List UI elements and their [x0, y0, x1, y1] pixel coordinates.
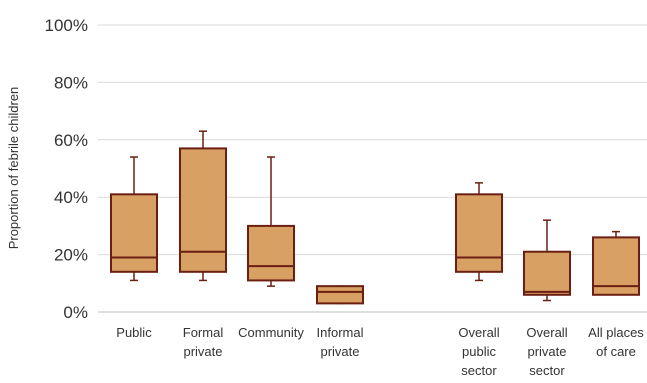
box-iqr — [179, 147, 227, 273]
box-group — [247, 156, 295, 287]
y-tick-label: 40% — [54, 188, 88, 207]
y-tick-label: 20% — [54, 246, 88, 265]
y-axis-tick-labels: 0% 20% 40% 60% 80% 100% — [45, 16, 88, 322]
box-group — [179, 130, 227, 282]
y-tick-label: 80% — [54, 73, 88, 92]
x-category-label: Community — [238, 325, 304, 340]
box-group — [110, 156, 158, 282]
boxes — [110, 130, 640, 305]
y-tick-label: 0% — [63, 303, 88, 322]
box-group — [455, 182, 503, 282]
x-category-label: Overall private sector — [526, 325, 567, 378]
x-category-label: Public — [116, 325, 152, 340]
x-axis-category-labels: Public Formal private Community Informal priv… — [116, 325, 644, 378]
y-axis-label: Proportion of febrile children — [6, 87, 21, 250]
x-category-label: All places of care — [588, 325, 644, 359]
box-iqr — [247, 224, 295, 282]
box-iqr — [523, 250, 571, 296]
box-iqr — [110, 193, 158, 273]
y-tick-label: 100% — [45, 16, 88, 35]
box-group — [523, 219, 571, 302]
box-group — [316, 285, 364, 305]
box-iqr — [455, 193, 503, 273]
x-category-label: Informal private — [317, 325, 364, 359]
box-group — [592, 230, 640, 296]
box-iqr — [316, 285, 364, 305]
x-category-label: Formal private — [183, 325, 224, 359]
y-tick-label: 60% — [54, 131, 88, 150]
x-category-label: Overall public sector — [458, 325, 499, 378]
